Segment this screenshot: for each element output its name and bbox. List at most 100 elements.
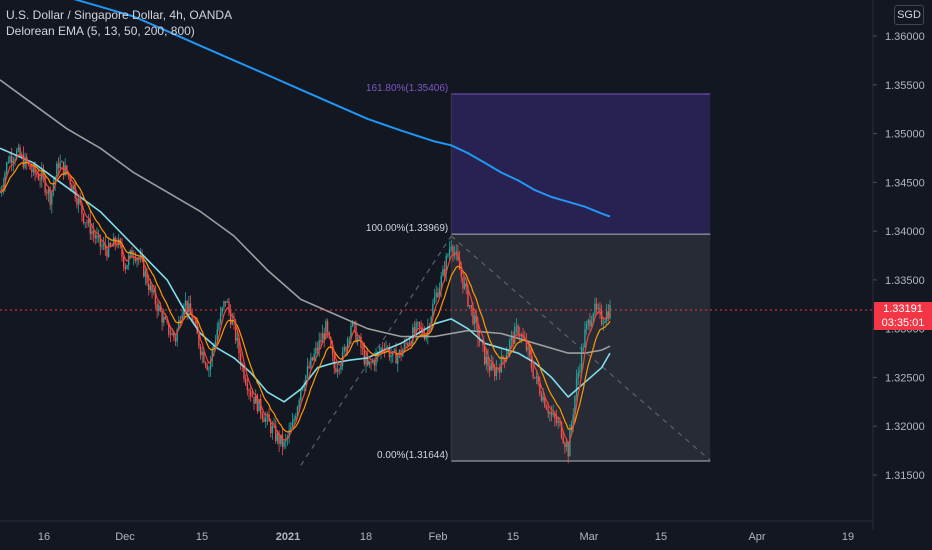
candle-body bbox=[340, 365, 342, 370]
candle-body bbox=[77, 198, 80, 205]
candle-body bbox=[211, 349, 213, 361]
candle-body bbox=[283, 441, 285, 447]
time-tick-label: Mar bbox=[580, 531, 599, 543]
candle-body bbox=[301, 388, 304, 390]
candle-body bbox=[124, 266, 127, 270]
candle-body bbox=[159, 305, 162, 312]
candle-body bbox=[62, 161, 65, 176]
candle-body bbox=[260, 398, 262, 414]
time-axis[interactable]: 16 Dec 15 2021 18 Feb 15 Mar 15 Apr 19 bbox=[38, 531, 854, 543]
price-axis[interactable]: 1.36000 1.35500 1.35000 1.34500 1.34000 1.335… bbox=[873, 31, 925, 482]
candle-body bbox=[512, 335, 514, 344]
candle-body bbox=[74, 186, 76, 199]
candle-body bbox=[589, 319, 591, 327]
candle-body bbox=[321, 333, 324, 342]
candle-body bbox=[483, 345, 486, 365]
candle-body bbox=[107, 242, 110, 257]
candle-body bbox=[278, 433, 280, 444]
candle-body bbox=[582, 347, 584, 349]
candle-body bbox=[39, 179, 41, 181]
candle-body bbox=[397, 355, 399, 364]
time-tick-label: 15 bbox=[196, 531, 208, 543]
candle-body bbox=[462, 276, 464, 289]
candle-body bbox=[572, 414, 574, 424]
candle-body bbox=[216, 329, 218, 341]
candle-body bbox=[392, 351, 394, 356]
candle-body bbox=[554, 413, 556, 419]
candle-body bbox=[254, 395, 257, 404]
candle-body bbox=[380, 348, 382, 353]
candle-body bbox=[600, 310, 603, 324]
candle-body bbox=[602, 323, 605, 324]
candle-body bbox=[455, 251, 457, 253]
candle-body bbox=[181, 314, 183, 323]
candle-body bbox=[435, 292, 437, 298]
candle-body bbox=[504, 359, 506, 362]
candle-body bbox=[345, 346, 347, 351]
candle-body bbox=[420, 326, 422, 328]
candle-body bbox=[14, 158, 16, 161]
candle-body bbox=[440, 276, 442, 289]
candle-body bbox=[275, 425, 277, 442]
candle-body bbox=[96, 235, 98, 239]
candle-body bbox=[10, 156, 13, 164]
ema-800-line bbox=[73, 0, 611, 218]
price-tick-label: 1.32500 bbox=[885, 372, 925, 384]
currency-badge[interactable]: SGD bbox=[894, 5, 924, 25]
time-tick-label: 15 bbox=[655, 531, 667, 543]
candle-body bbox=[112, 237, 115, 247]
candle-body bbox=[575, 378, 578, 397]
candle-body bbox=[266, 414, 269, 418]
time-tick-label: 19 bbox=[842, 531, 854, 543]
candle-body bbox=[146, 271, 148, 284]
candle-body bbox=[387, 347, 389, 349]
candle-body bbox=[300, 389, 302, 401]
candle-body bbox=[72, 186, 75, 190]
candle-body bbox=[527, 347, 529, 350]
candle-body bbox=[37, 175, 40, 180]
candle-body bbox=[351, 321, 354, 327]
candle-body bbox=[447, 255, 449, 257]
candle-body bbox=[288, 430, 290, 437]
candle-body bbox=[169, 334, 172, 336]
time-tick-label: 2021 bbox=[276, 531, 300, 543]
candle-body bbox=[295, 416, 297, 419]
candle-body bbox=[510, 335, 513, 341]
candle-body bbox=[370, 361, 372, 363]
price-tick-label: 1.35500 bbox=[885, 80, 925, 92]
candle-body bbox=[320, 340, 322, 342]
candle-body bbox=[413, 327, 416, 333]
candle-body bbox=[475, 315, 478, 323]
candle-body bbox=[303, 385, 305, 389]
candle-body bbox=[326, 321, 329, 333]
time-tick-label: 18 bbox=[360, 531, 372, 543]
fibonacci-extension[interactable]: 161.80%(1.35406) 100.00%(1.33969) 0.00%(1.… bbox=[366, 83, 711, 462]
candle-body bbox=[530, 355, 533, 368]
candle-body bbox=[102, 243, 105, 246]
candle-body bbox=[199, 346, 202, 356]
candle-body bbox=[599, 308, 601, 311]
candle-body bbox=[336, 369, 339, 373]
indicator-label[interactable]: Delorean EMA (5, 13, 50, 200, 800) bbox=[6, 24, 195, 38]
symbol-title[interactable]: U.S. Dollar / Singapore Dollar, 4h, OAND… bbox=[6, 8, 233, 22]
candle-body bbox=[214, 340, 217, 345]
candle-body bbox=[176, 329, 178, 342]
candle-body bbox=[219, 312, 222, 323]
candle-body bbox=[258, 398, 260, 412]
candle-body bbox=[261, 413, 264, 419]
candle-body bbox=[208, 369, 210, 370]
candle-body bbox=[417, 322, 419, 323]
candle-body bbox=[92, 231, 95, 235]
candle-body bbox=[154, 290, 157, 304]
candle-body bbox=[27, 163, 30, 165]
candle-body bbox=[61, 161, 63, 163]
candle-body bbox=[445, 256, 447, 275]
candle-body bbox=[487, 356, 489, 367]
candle-body bbox=[490, 363, 493, 371]
candle-body bbox=[243, 366, 245, 379]
candle-body bbox=[535, 376, 538, 378]
candle-body bbox=[325, 321, 327, 339]
ema-50-line bbox=[0, 147, 611, 403]
candle-body bbox=[310, 357, 312, 368]
